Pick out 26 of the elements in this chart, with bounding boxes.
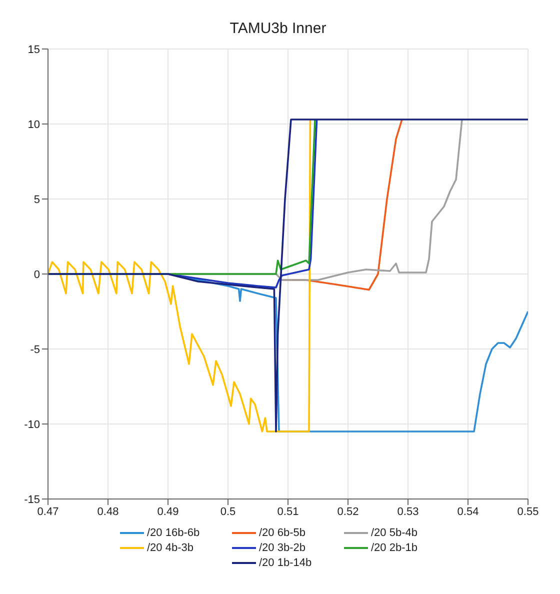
y-tick-label: 10 [28, 118, 40, 131]
x-tick-label: 0.55 [517, 506, 539, 518]
chart-title: TAMU3b Inner [228, 19, 328, 37]
x-tick-label: 0.53 [397, 506, 419, 518]
x-tick-label: 0.54 [457, 506, 479, 518]
legend-label: /20 2b-1b [370, 542, 418, 554]
y-tick-label: -5 [30, 344, 40, 356]
line-series [48, 118, 528, 432]
legend-label: /20 5b-4b [370, 527, 418, 539]
legend-label: /20 1b-14b [258, 557, 313, 569]
legend-label: /20 16b-6b [146, 527, 201, 539]
legend-label: /20 6b-5b [258, 527, 306, 539]
y-tick-label: 5 [34, 194, 40, 206]
y-tick-label: -15 [24, 494, 40, 506]
x-tick-label: 0.47 [37, 506, 59, 518]
x-tick-label: 0.5 [220, 506, 236, 518]
x-tick-label: 0.52 [337, 506, 359, 518]
x-tick-label: 0.48 [97, 506, 119, 518]
line-series [48, 118, 312, 432]
y-tick-label: -10 [24, 418, 40, 431]
legend-label: /20 3b-2b [258, 542, 306, 554]
legend-label: /20 4b-3b [146, 542, 194, 554]
x-tick-label: 0.49 [157, 506, 179, 518]
y-tick-label: 15 [28, 44, 40, 56]
y-tick-label: 0 [34, 268, 40, 281]
x-tick-label: 0.51 [277, 506, 299, 518]
